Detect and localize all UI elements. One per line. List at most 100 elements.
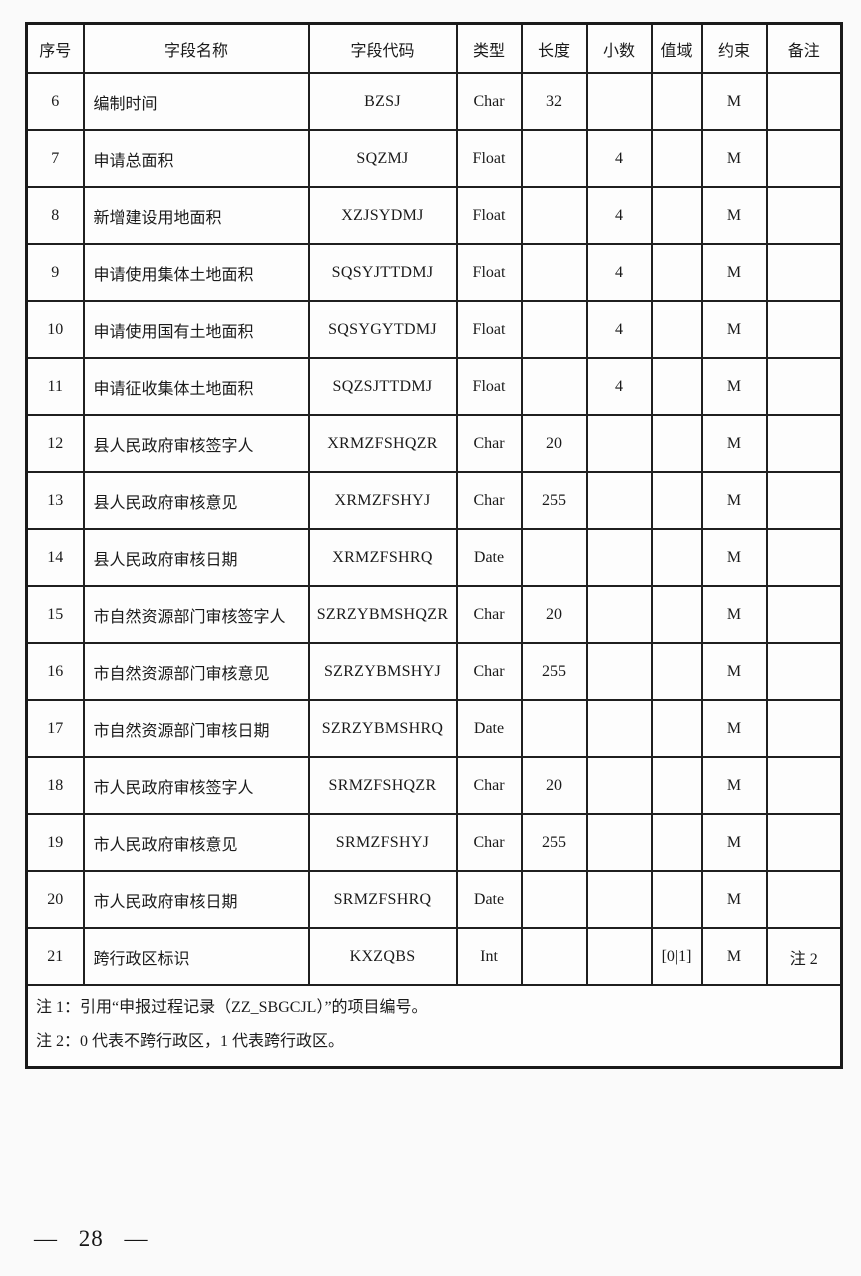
cell-no: 6 [25,72,85,131]
cell-remark [765,300,843,359]
cell-constraint: M [700,72,768,131]
cell-name: 市人民政府审核签字人 [82,756,310,815]
cell-code: SQSYGYTDMJ [307,300,458,359]
cell-length: 255 [520,471,588,530]
cell-remark [765,870,843,929]
cell-remark [765,642,843,701]
cell-decimal: 4 [585,129,653,188]
table-row: 11 申请征收集体土地面积 SQZSJTTDMJ Float 4 M [25,357,843,416]
cell-name: 申请总面积 [82,129,310,188]
header-no: 序号 [25,22,85,74]
cell-code: SZRZYBMSHYJ [307,642,458,701]
cell-range [650,186,703,245]
cell-type: Date [455,870,523,929]
cell-length [520,300,588,359]
cell-length [520,528,588,587]
cell-length: 20 [520,585,588,644]
cell-code: SQSYJTTDMJ [307,243,458,302]
cell-decimal [585,813,653,872]
cell-remark [765,186,843,245]
cell-decimal [585,642,653,701]
cell-name: 县人民政府审核日期 [82,528,310,587]
table-row: 17 市自然资源部门审核日期 SZRZYBMSHRQ Date M [25,699,843,758]
cell-constraint: M [700,471,768,530]
table-row: 21 跨行政区标识 KXZQBS Int [0|1] M 注 2 [25,927,843,986]
cell-name: 市自然资源部门审核日期 [82,699,310,758]
cell-type: Char [455,756,523,815]
header-remark: 备注 [765,22,843,74]
cell-constraint: M [700,414,768,473]
cell-no: 10 [25,300,85,359]
cell-type: Char [455,642,523,701]
cell-remark [765,129,843,188]
cell-remark [765,471,843,530]
cell-range [650,72,703,131]
cell-decimal: 4 [585,186,653,245]
cell-code: XZJSYDMJ [307,186,458,245]
cell-length: 32 [520,72,588,131]
header-constraint: 约束 [700,22,768,74]
cell-decimal [585,870,653,929]
cell-code: SZRZYBMSHQZR [307,585,458,644]
cell-range [650,699,703,758]
cell-type: Date [455,528,523,587]
cell-type: Char [455,585,523,644]
cell-length [520,870,588,929]
field-table-body: 6 编制时间 BZSJ Char 32 M 7 申请总面积 SQZMJ Float 4 M 8 新增建设用… [25,72,843,986]
cell-remark [765,243,843,302]
cell-remark [765,813,843,872]
cell-length: 255 [520,642,588,701]
cell-name: 编制时间 [82,72,310,131]
cell-range [650,756,703,815]
note-2: 注 2：0 代表不跨行政区，1 代表跨行政区。 [36,1033,345,1050]
cell-code: XRMZFSHYJ [307,471,458,530]
header-code: 字段代码 [307,22,458,74]
cell-constraint: M [700,699,768,758]
cell-constraint: M [700,585,768,644]
table-row: 18 市人民政府审核签字人 SRMZFSHQZR Char 20 M [25,756,843,815]
table-row: 8 新增建设用地面积 XZJSYDMJ Float 4 M [25,186,843,245]
cell-range [650,471,703,530]
cell-constraint: M [700,870,768,929]
cell-code: KXZQBS [307,927,458,986]
cell-range [650,129,703,188]
cell-remark [765,357,843,416]
cell-no: 17 [25,699,85,758]
cell-length: 20 [520,756,588,815]
table-row: 9 申请使用集体土地面积 SQSYJTTDMJ Float 4 M [25,243,843,302]
cell-code: BZSJ [307,72,458,131]
cell-decimal [585,528,653,587]
page-number: — 28 — [34,1226,149,1251]
cell-constraint: M [700,642,768,701]
cell-constraint: M [700,186,768,245]
cell-no: 21 [25,927,85,986]
cell-constraint: M [700,813,768,872]
cell-range [650,414,703,473]
cell-name: 申请使用国有土地面积 [82,300,310,359]
cell-range: [0|1] [650,927,703,986]
cell-code: SRMZFSHYJ [307,813,458,872]
cell-constraint: M [700,927,768,986]
cell-constraint: M [700,129,768,188]
cell-type: Char [455,72,523,131]
cell-name: 县人民政府审核签字人 [82,414,310,473]
cell-range [650,813,703,872]
cell-constraint: M [700,243,768,302]
cell-remark [765,72,843,131]
cell-no: 20 [25,870,85,929]
cell-decimal: 4 [585,357,653,416]
cell-type: Float [455,243,523,302]
cell-type: Int [455,927,523,986]
cell-no: 11 [25,357,85,416]
cell-decimal [585,756,653,815]
cell-code: SRMZFSHQZR [307,756,458,815]
cell-type: Float [455,357,523,416]
table-footer: 注 1：引用“申报过程记录（ZZ_SBGCJL）”的项目编号。 注 2：0 代表… [25,984,843,1069]
table-header: 序号 字段名称 字段代码 类型 长度 小数 值域 约束 备注 [25,22,843,74]
cell-length [520,357,588,416]
cell-length: 20 [520,414,588,473]
cell-range [650,585,703,644]
table-row: 15 市自然资源部门审核签字人 SZRZYBMSHQZR Char 20 M [25,585,843,644]
table-row: 19 市人民政府审核意见 SRMZFSHYJ Char 255 M [25,813,843,872]
